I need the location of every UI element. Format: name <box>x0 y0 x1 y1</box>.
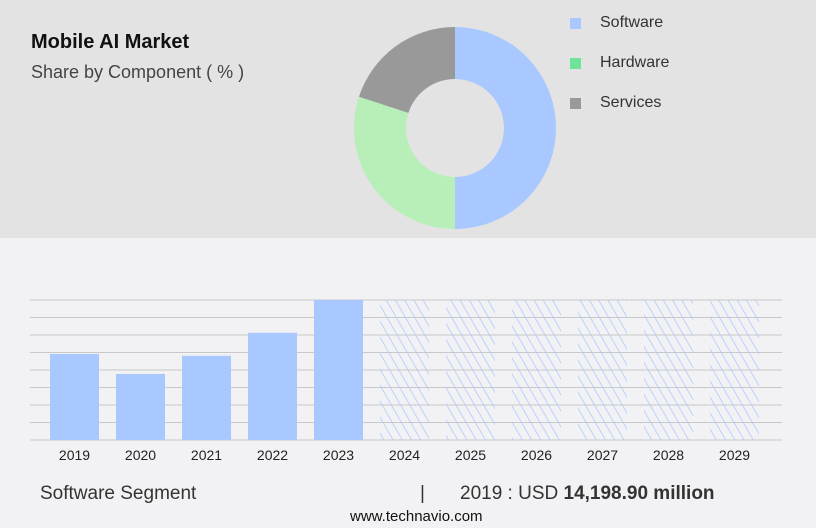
chart-title: Mobile AI Market <box>31 31 190 53</box>
bar-2026 <box>512 300 561 440</box>
bar-2025 <box>446 300 495 440</box>
x-tick-label: 2029 <box>719 447 750 463</box>
donut-slice-software <box>455 27 556 229</box>
bar-2022 <box>248 332 297 440</box>
donut-slice-services <box>358 27 455 113</box>
bar-2021 <box>182 355 231 440</box>
legend-label: Services <box>600 94 662 111</box>
x-tick-label: 2028 <box>653 447 684 463</box>
donut-slice-hardware <box>353 96 455 230</box>
legend-swatch <box>570 97 581 109</box>
legend-item-services: Services <box>570 94 661 112</box>
bar-2024 <box>380 300 429 440</box>
separator: | <box>420 483 425 504</box>
bar-2019 <box>50 353 99 440</box>
segment-label: Software Segment <box>40 483 197 504</box>
x-tick-label: 2027 <box>587 447 618 463</box>
bar-2027 <box>578 300 627 440</box>
bar-2023 <box>314 300 363 440</box>
legend-item-software: Software <box>570 14 663 32</box>
x-tick-label: 2021 <box>191 447 222 463</box>
legend-label: Software <box>600 14 664 31</box>
website-link[interactable]: www.technavio.com <box>350 508 483 525</box>
chart-subtitle: Share by Component ( % ) <box>31 62 245 82</box>
x-tick-label: 2026 <box>521 447 552 463</box>
legend-label: Hardware <box>600 54 670 71</box>
value-readout: 2019 : USD 14,198.90 million <box>460 483 715 505</box>
x-tick-label: 2019 <box>59 447 90 463</box>
legend-swatch <box>570 57 581 69</box>
bar-2029 <box>710 300 759 440</box>
x-tick-label: 2024 <box>389 447 420 463</box>
bar-2028 <box>644 300 693 440</box>
x-tick-label: 2020 <box>125 447 156 463</box>
legend-swatch <box>570 17 581 29</box>
x-tick-label: 2023 <box>323 447 354 463</box>
value-amount: 14,198.90 million <box>563 483 715 504</box>
legend-item-hardware: Hardware <box>570 54 669 72</box>
value-prefix: 2019 : USD <box>460 483 564 504</box>
x-tick-label: 2025 <box>455 447 486 463</box>
x-tick-label: 2022 <box>257 447 288 463</box>
bar-2020 <box>116 373 165 440</box>
